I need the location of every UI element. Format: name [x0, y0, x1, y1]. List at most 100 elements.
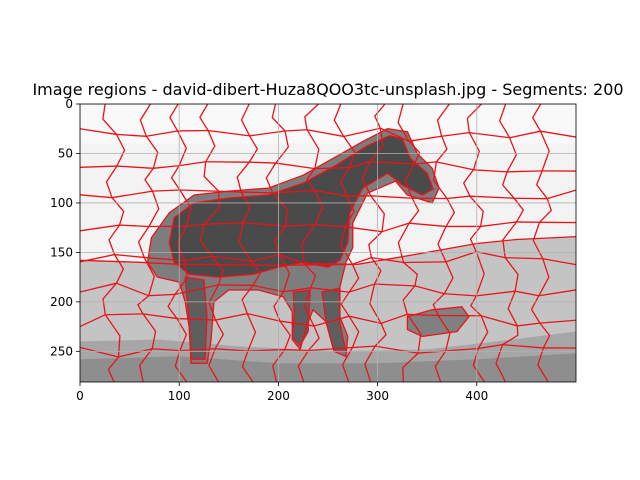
superpixel-edge [142, 313, 157, 349]
superpixel-edge [102, 104, 117, 135]
superpixel-edge [370, 195, 385, 232]
superpixel-edge [374, 345, 419, 354]
superpixel-edge [108, 224, 121, 255]
superpixel-edge [397, 104, 410, 142]
superpixel-edge [476, 290, 516, 297]
superpixel-edge [381, 222, 410, 233]
superpixel-edge [539, 319, 576, 324]
superpixel-edge [517, 322, 541, 327]
superpixel-edge [501, 171, 515, 199]
superpixel-edge [218, 190, 242, 193]
superpixel-edge [539, 130, 550, 172]
superpixel-edge [473, 169, 508, 173]
superpixel-edge [402, 352, 419, 382]
superpixel-edge [283, 287, 311, 293]
superpixel-edge [300, 224, 316, 264]
superpixel-edge [514, 290, 539, 297]
superpixel-edge [113, 254, 125, 284]
superpixel-edge [445, 347, 479, 352]
superpixel-edge [408, 135, 442, 142]
superpixel-edge [348, 283, 375, 293]
superpixel-edge [469, 195, 484, 227]
superpixel-edge [174, 350, 188, 382]
superpixel-edge [313, 315, 350, 327]
superpixel-edge [348, 264, 360, 293]
superpixel-edge [432, 293, 445, 316]
superpixel-edge [249, 130, 286, 137]
superpixel-edge [176, 225, 187, 261]
superpixel-edge [273, 291, 285, 322]
superpixel-edge [105, 165, 118, 198]
superpixel-edge [303, 263, 317, 288]
superpixel-edge [437, 226, 447, 263]
superpixel-edge [307, 325, 320, 351]
superpixel-edge [343, 136, 356, 168]
superpixel-edge [314, 190, 324, 225]
superpixel-edge [207, 129, 250, 137]
y-tick-label: 150 [50, 245, 73, 259]
superpixel-edge [433, 161, 448, 199]
superpixel-edge [80, 282, 117, 293]
superpixel-edge [102, 282, 117, 315]
superpixel-edge [436, 104, 450, 137]
superpixel-edge [215, 312, 248, 321]
superpixel-edge [539, 322, 551, 349]
y-tick-label: 50 [58, 146, 73, 160]
superpixel-edge [203, 161, 220, 192]
horse-body-edge [168, 135, 435, 278]
superpixel-edge [247, 312, 281, 322]
superpixel-edge [408, 197, 420, 224]
y-tick-label: 250 [50, 344, 73, 358]
superpixel-edge [542, 258, 576, 266]
ground-patch-region [407, 306, 469, 337]
superpixel-edge [531, 104, 542, 132]
horizon-edge [80, 235, 576, 266]
superpixel-edge [310, 287, 350, 293]
superpixel-edge [179, 189, 219, 192]
superpixel-edge [152, 189, 180, 192]
superpixel-edge [402, 285, 416, 315]
superpixel-edge [435, 136, 448, 163]
superpixel-edge [80, 165, 117, 168]
superpixel-edge [437, 315, 451, 352]
superpixel-edge [116, 133, 147, 137]
horse-leg-region [322, 288, 346, 352]
superpixel-edge [308, 346, 353, 352]
superpixel-edge [352, 345, 376, 349]
superpixel-edge [143, 257, 155, 296]
superpixel-edge [139, 104, 151, 137]
superpixel-edge [340, 226, 353, 265]
superpixel-edge [371, 256, 404, 264]
superpixel-edge [144, 167, 154, 192]
x-tick-label: 0 [76, 389, 84, 403]
superpixel-edge [142, 313, 178, 320]
superpixel-edge [241, 285, 254, 314]
superpixel-edge [341, 347, 353, 382]
superpixel-edge [273, 225, 287, 255]
superpixel-edge [238, 222, 253, 262]
superpixel-edge [118, 348, 153, 358]
superpixel-edge [344, 195, 355, 228]
superpixel-edge [480, 221, 517, 228]
superpixel-edge [469, 131, 510, 139]
superpixel-edge [506, 137, 518, 173]
superpixel-edge [530, 295, 541, 324]
superpixel-edge [446, 195, 470, 200]
horse-body-region [169, 135, 434, 278]
superpixel-edge [314, 223, 346, 228]
superpixel-edge [445, 251, 477, 263]
superpixel-edge [364, 345, 376, 382]
superpixel-edge [249, 161, 276, 164]
superpixel-edge [146, 130, 178, 137]
superpixel-edge [246, 313, 257, 352]
superpixel-edge [236, 161, 250, 193]
superpixel-edge [111, 190, 153, 199]
sky-top-region [80, 104, 576, 144]
superpixel-edge [174, 284, 219, 295]
superpixel-edge [208, 348, 220, 382]
superpixel-edge [184, 255, 213, 262]
superpixel-edge [513, 197, 525, 223]
superpixel-edge [148, 293, 176, 297]
superpixel-edge [211, 255, 224, 286]
superpixel-edge [369, 128, 384, 163]
